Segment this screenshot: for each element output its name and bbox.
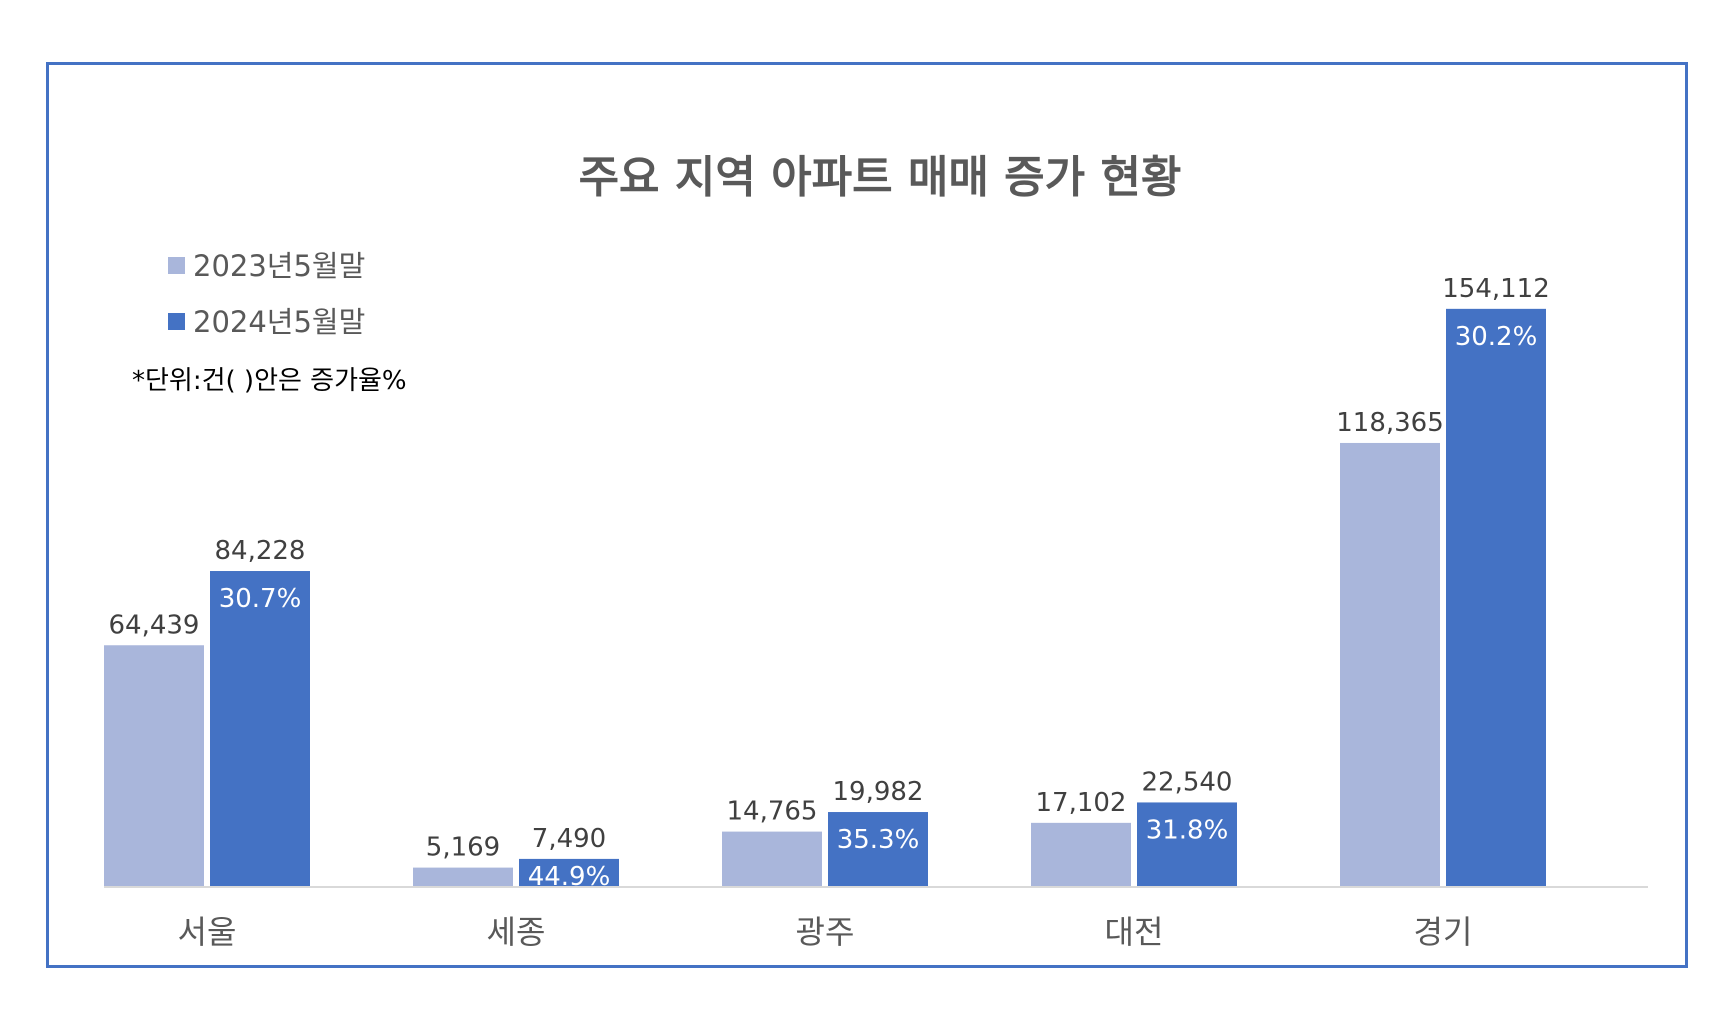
category-labels: 서울 세종 광주 대전 경기 bbox=[178, 913, 1473, 951]
category-label-0: 서울 bbox=[178, 913, 237, 951]
bar-2024-0 bbox=[210, 571, 310, 887]
bar-2023-3 bbox=[1031, 822, 1131, 887]
value-label-2023-3: 17,102 bbox=[1036, 788, 1127, 818]
category-label-2: 광주 bbox=[796, 913, 855, 951]
bars-layer bbox=[104, 308, 1546, 887]
category-label-3: 대전 bbox=[1105, 913, 1164, 951]
growth-label-3: 31.8% bbox=[1146, 815, 1229, 845]
value-label-2023-0: 64,439 bbox=[109, 610, 200, 640]
chart-title: 주요 지역 아파트 매매 증가 현황 bbox=[579, 152, 1182, 203]
growth-label-2: 35.3% bbox=[837, 825, 920, 855]
bar-2023-0 bbox=[104, 645, 204, 887]
legend-swatch-2024 bbox=[168, 313, 185, 330]
value-label-2024-4: 154,112 bbox=[1442, 274, 1550, 304]
category-label-4: 경기 bbox=[1414, 913, 1473, 951]
bar-2023-4 bbox=[1340, 442, 1440, 887]
value-label-2023-2: 14,765 bbox=[727, 797, 818, 827]
category-label-1: 세종 bbox=[487, 913, 546, 951]
bar-2023-1 bbox=[413, 867, 513, 887]
legend: 2023년5월말 2024년5월말 bbox=[168, 249, 365, 339]
bar-2023-2 bbox=[722, 831, 822, 887]
bar-2024-4 bbox=[1446, 308, 1546, 887]
growth-label-4: 30.2% bbox=[1455, 322, 1538, 352]
bar-2024-3 bbox=[1137, 802, 1237, 887]
value-label-2023-1: 5,169 bbox=[426, 833, 500, 863]
bar-2024-2 bbox=[828, 812, 928, 887]
legend-label-2024: 2024년5월말 bbox=[193, 305, 365, 339]
value-label-2023-4: 118,365 bbox=[1336, 408, 1444, 438]
legend-label-2023: 2023년5월말 bbox=[193, 249, 365, 283]
legend-swatch-2023 bbox=[168, 257, 185, 274]
value-label-2024-1: 7,490 bbox=[532, 824, 606, 854]
value-label-2024-0: 84,228 bbox=[215, 536, 306, 566]
bar-2024-1 bbox=[519, 858, 619, 887]
unit-note: *단위:건( )안은 증가율% bbox=[132, 366, 407, 396]
value-label-2024-3: 22,540 bbox=[1142, 767, 1233, 797]
value-label-2024-2: 19,982 bbox=[833, 777, 924, 807]
growth-label-0: 30.7% bbox=[219, 584, 302, 614]
